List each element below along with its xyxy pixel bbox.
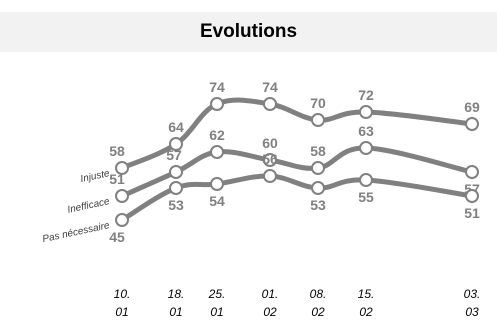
data-point-pas-necessaire <box>311 181 325 195</box>
data-label-injuste: 74 <box>209 79 225 95</box>
data-point-pas-necessaire <box>115 213 129 227</box>
data-label-inefficace: 51 <box>109 171 125 187</box>
data-label-pas-necessaire: 56 <box>262 151 278 167</box>
data-point-injuste <box>169 137 183 151</box>
data-label-pas-necessaire: 54 <box>209 193 225 209</box>
data-label-injuste: 70 <box>310 95 326 111</box>
x-tick-label: 25. 01 <box>208 287 226 319</box>
data-point-injuste <box>210 97 224 111</box>
data-point-inefficace <box>169 165 183 179</box>
data-label-injuste: 72 <box>358 87 374 103</box>
x-tick-label: 01. 02 <box>262 287 279 319</box>
data-label-injuste: 74 <box>262 79 278 95</box>
data-point-injuste <box>359 105 373 119</box>
x-tick-label: 15. 02 <box>358 287 375 319</box>
series-label-inefficace: Inefficace <box>66 196 111 216</box>
data-point-injuste <box>311 113 325 127</box>
data-label-inefficace: 58 <box>310 143 326 159</box>
data-point-injuste <box>263 97 277 111</box>
data-label-pas-necessaire: 51 <box>464 205 480 221</box>
data-label-injuste: 69 <box>464 99 480 115</box>
chart-title: Evolutions <box>199 21 298 42</box>
data-point-inefficace <box>210 145 224 159</box>
data-label-pas-necessaire: 45 <box>109 229 125 245</box>
data-point-inefficace <box>465 165 479 179</box>
data-label-injuste: 64 <box>168 119 184 135</box>
data-point-inefficace <box>263 153 277 167</box>
data-label-inefficace: 60 <box>262 135 278 151</box>
data-point-inefficace <box>359 141 373 155</box>
data-label-inefficace: 57 <box>166 147 182 163</box>
x-tick-label: 03. 03 <box>464 287 481 319</box>
data-point-pas-necessaire <box>210 177 224 191</box>
x-tick-label: 10. 01 <box>114 287 131 319</box>
x-tick-label: 18. 01 <box>168 287 185 319</box>
data-point-inefficace <box>311 161 325 175</box>
data-label-inefficace: 62 <box>209 127 225 143</box>
series-label-pas-necessaire: Pas nécessaire <box>41 220 111 245</box>
data-label-pas-necessaire: 55 <box>358 189 374 205</box>
data-label-pas-necessaire: 53 <box>310 197 326 213</box>
title-band: Evolutions <box>0 12 497 52</box>
data-point-pas-necessaire <box>263 169 277 183</box>
data-label-injuste: 58 <box>109 143 125 159</box>
data-label-inefficace: 63 <box>358 123 374 139</box>
data-point-inefficace <box>115 189 129 203</box>
series-label-injuste: Injuste <box>80 168 112 185</box>
data-label-pas-necessaire: 53 <box>168 197 184 213</box>
data-point-injuste <box>115 161 129 175</box>
data-point-pas-necessaire <box>465 189 479 203</box>
x-tick-label: 08. 02 <box>310 287 327 319</box>
data-point-injuste <box>465 117 479 131</box>
data-point-pas-necessaire <box>169 181 183 195</box>
data-point-pas-necessaire <box>359 173 373 187</box>
